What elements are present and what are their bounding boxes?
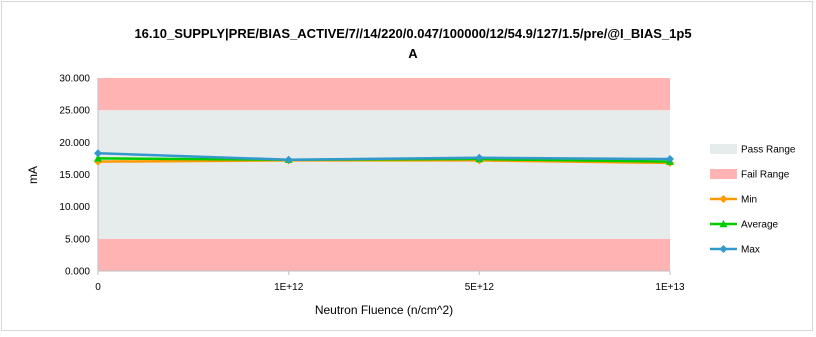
legend-label-fail-range: Fail Range [741,170,790,181]
series-max [94,149,674,164]
x-axis-label: Neutron Fluence (n/cm^2) [315,303,453,317]
x-tick-label: 5E+12 [465,282,495,293]
line-chart: 16.10_SUPPLY|PRE/BIAS_ACTIVE/7//14/220/0… [26,26,796,317]
y-tick-label: 15.000 [59,170,90,181]
point-max [666,155,674,164]
chart-frame: 16.10_SUPPLY|PRE/BIAS_ACTIVE/7//14/220/0… [1,1,813,331]
legend-label-average: Average [741,220,779,231]
legend-marker-min [719,195,728,203]
x-tick-label: 1E+13 [655,282,685,293]
y-tick-label: 25.000 [59,106,90,117]
series-line-max [97,152,671,161]
point-max [284,155,293,164]
x-axis-ticks: 0 1E+12 5E+12 1E+13 [95,271,685,293]
legend-label-min: Min [741,195,757,206]
band-fail-range-0 [98,238,670,271]
chart-title-line-1: 16.10_SUPPLY|PRE/BIAS_ACTIVE/7//14/220/0… [134,26,691,41]
legend-swatch-fail-range [710,169,737,179]
y-tick-label: 0.000 [65,267,90,278]
legend-marker-average [719,220,728,228]
chart-title-line-2: A [408,46,418,61]
legend-marker-max [719,245,728,253]
legend-label-pass-range: Pass Range [741,145,796,156]
plot-area [97,78,670,272]
y-tick-label: 20.000 [59,138,90,149]
legend-item-average: Average [710,220,779,231]
series-layer [94,149,674,167]
y-tick-label: 10.000 [59,202,90,213]
x-tick-label: 1E+12 [274,282,304,293]
y-axis-ticks: 0.000 5.000 10.000 15.000 20.000 25.000 30.000 [59,74,90,278]
legend-item-max: Max [710,245,760,256]
point-max [94,149,102,158]
legend-item-min: Min [710,195,757,206]
y-tick-label: 30.000 [59,74,90,85]
legend-item-pass-range: Pass Range [710,144,796,156]
legend-label-max: Max [741,245,760,256]
x-tick-label: 0 [95,282,101,293]
legend: Pass Range Fail Range Min Average Max [710,144,796,256]
band-fail-range-2 [98,78,670,111]
band-pass-range-1 [98,110,670,239]
point-max [475,153,484,162]
point-average [94,154,102,162]
legend-swatch-pass-range [710,144,737,154]
legend-item-fail-range: Fail Range [710,169,790,181]
y-axis-label: mA [26,166,40,184]
y-tick-label: 5.000 [65,234,90,245]
